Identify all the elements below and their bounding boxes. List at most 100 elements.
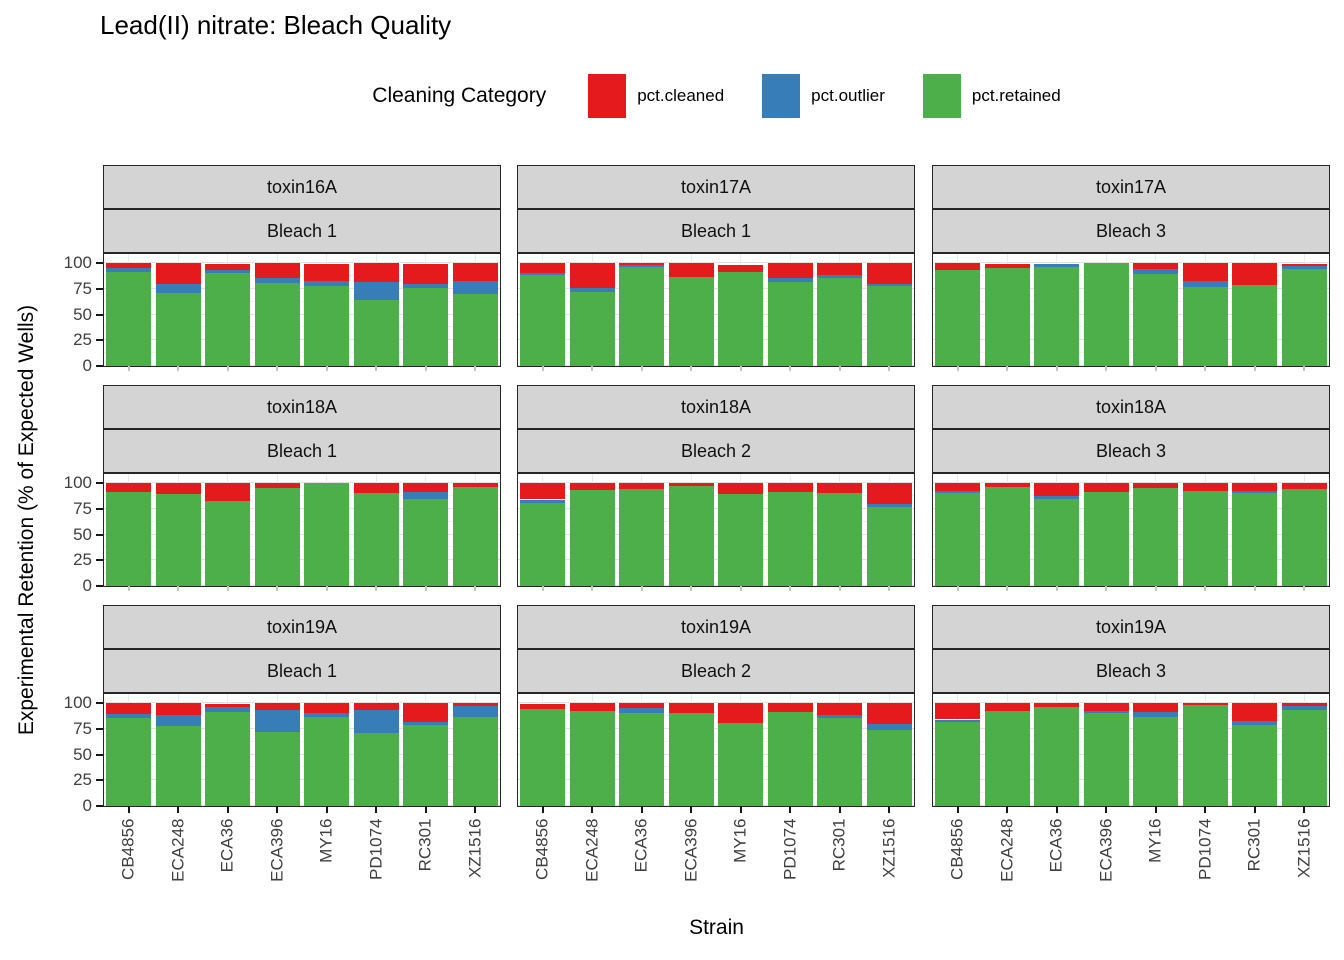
bar-segment-pct-cleaned (155, 483, 201, 495)
bar-segment-pct-retained (1133, 488, 1179, 586)
bar-segment-pct-retained (452, 717, 498, 806)
bar-segment-pct-outlier (866, 723, 912, 730)
gridline-minor (104, 326, 500, 328)
bar-segment-pct-cleaned (205, 483, 251, 501)
x-tick (640, 586, 643, 591)
facet-strip-bleach: Bleach 1 (103, 209, 501, 253)
bar-segment-pct-retained (619, 713, 665, 806)
bar-segment-pct-retained (254, 731, 300, 806)
bar-segment-pct-retained (1133, 717, 1179, 806)
x-tick (1154, 366, 1157, 371)
bar-segment-pct-retained (1034, 267, 1080, 366)
facet-strip-toxin: toxin18A (103, 385, 501, 429)
x-tick (226, 806, 229, 813)
bar-segment-pct-cleaned (1232, 263, 1278, 285)
gridline-major (104, 805, 500, 806)
gridline-minor (933, 274, 1329, 276)
gridline-major (518, 313, 914, 315)
gridline-minor (104, 494, 500, 496)
legend-key-pct-outlier: pct.outlier (762, 74, 885, 118)
bar-segment-pct-retained (254, 488, 300, 586)
bar-segment-pct-cleaned (353, 703, 399, 711)
y-tick-label: 25 (73, 550, 92, 570)
y-tick (96, 585, 103, 587)
bar-segment-pct-cleaned (718, 483, 764, 495)
x-tick (1303, 806, 1306, 813)
bar-segment-pct-cleaned (1281, 264, 1327, 267)
bar-segment-pct-retained (520, 275, 566, 366)
x-tick-label: ECA396 (267, 818, 287, 882)
legend-swatch-retained (922, 74, 961, 118)
bar-segment-pct-outlier (1281, 706, 1327, 711)
x-tick (325, 806, 328, 813)
y-tick-label: 50 (73, 524, 92, 544)
x-tick-label: MY16 (730, 818, 750, 863)
bar-segment-pct-retained (520, 709, 566, 806)
x-tick (1253, 586, 1256, 591)
plot-area (103, 693, 501, 807)
bar-segment-pct-cleaned (1034, 703, 1080, 708)
bar-segment-pct-retained (155, 725, 201, 806)
x-tick-label: ECA396 (681, 818, 701, 882)
bar-segment-pct-retained (668, 486, 714, 586)
bar-segment-pct-cleaned (353, 483, 399, 494)
x-tick (1204, 806, 1207, 813)
bar-segment-pct-outlier (254, 278, 300, 283)
gridline-major (933, 559, 1329, 561)
bar-segment-pct-retained (205, 500, 251, 586)
gridline-minor (104, 352, 500, 354)
gridline-major (933, 287, 1329, 289)
bar-segment-pct-cleaned (254, 703, 300, 711)
bar-segment-pct-retained (1281, 710, 1327, 806)
bar-segment-pct-cleaned (1182, 703, 1228, 706)
bar-segment-pct-cleaned (106, 703, 152, 715)
x-tick-label: XZ1516 (1294, 818, 1314, 878)
gridline-major (933, 365, 1329, 366)
y-tick-label: 25 (73, 770, 92, 790)
bar-segment-pct-cleaned (668, 483, 714, 487)
x-tick (1154, 586, 1157, 591)
x-tick-label: CB4856 (118, 818, 138, 880)
bar-segment-pct-outlier (619, 265, 665, 268)
bar-segment-pct-retained (619, 489, 665, 586)
x-tick (690, 366, 693, 371)
gridline-major (104, 753, 500, 755)
bar-segment-pct-cleaned (1281, 703, 1327, 707)
bar-segment-pct-cleaned (304, 703, 350, 714)
bar-segment-pct-retained (935, 493, 981, 586)
x-tick (276, 806, 279, 813)
facet-strip-toxin: toxin19A (103, 605, 501, 649)
y-tick-label: 75 (73, 498, 92, 518)
bar-segment-pct-outlier (1182, 280, 1228, 287)
bar-segment-pct-cleaned (619, 263, 665, 266)
bar-segment-pct-retained (569, 490, 615, 586)
bar-segment-pct-cleaned (205, 264, 251, 271)
bar-segment-pct-retained (1232, 724, 1278, 806)
y-tick-label: 100 (63, 253, 92, 272)
bar-segment-pct-retained (106, 272, 152, 366)
y-tick (96, 287, 103, 290)
gridline-minor (104, 572, 500, 574)
y-tick (96, 533, 103, 536)
gridline-minor (104, 740, 500, 742)
x-tick-label: RC301 (415, 818, 435, 871)
bar-segment-pct-outlier (353, 710, 399, 733)
x-tick (375, 806, 378, 813)
y-tick (96, 482, 103, 484)
bar-segment-pct-outlier (1034, 496, 1080, 500)
bar-segment-pct-cleaned (817, 703, 863, 716)
y-tick (96, 339, 103, 342)
legend-swatch-cleaned (588, 74, 627, 118)
x-tick-label: XZ1516 (465, 818, 485, 878)
bar-segment-pct-retained (1034, 707, 1080, 806)
bar-segment-pct-outlier (1232, 491, 1278, 494)
x-tick-label: RC301 (829, 818, 849, 871)
bar-segment-pct-retained (403, 287, 449, 366)
bar-segment-pct-outlier (205, 707, 251, 713)
bar-segment-pct-retained (452, 293, 498, 366)
y-tick-label: 0 (82, 796, 92, 815)
facet-strip-bleach: Bleach 1 (103, 429, 501, 473)
x-tick-label: ECA396 (1096, 818, 1116, 882)
gridline-major (933, 339, 1329, 341)
